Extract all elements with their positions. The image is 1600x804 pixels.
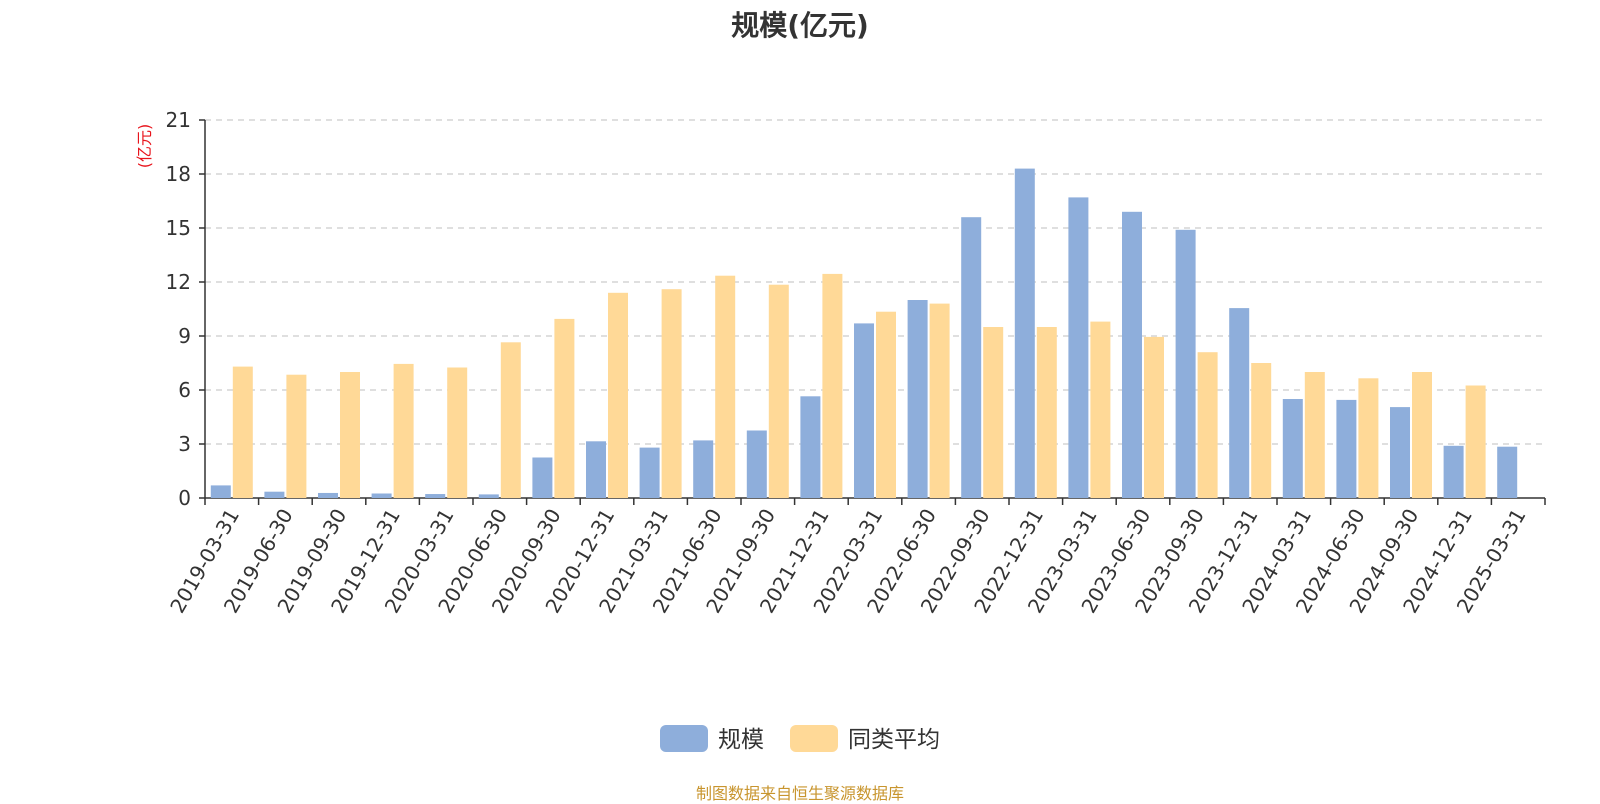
bar-scale <box>478 494 499 498</box>
bar-peer-average <box>1412 372 1432 498</box>
legend-label: 规模 <box>718 727 764 753</box>
bar-chart: 036912151821(亿元)2019-03-312019-06-302019… <box>135 108 1546 753</box>
bar-scale <box>210 485 231 498</box>
bar-peer-average <box>447 367 468 498</box>
bar-peer-average <box>1090 321 1111 498</box>
bar-scale <box>1068 197 1089 498</box>
bar-peer-average <box>1465 385 1486 498</box>
y-tick-label: 6 <box>178 378 191 402</box>
y-tick-label: 21 <box>166 108 191 132</box>
bar-peer-average <box>340 372 360 498</box>
bar-scale <box>1014 168 1035 498</box>
bar-peer-average <box>1036 327 1057 498</box>
bar-scale <box>1175 229 1196 499</box>
bar-peer-average <box>661 289 682 498</box>
bar-peer-average <box>554 318 575 498</box>
y-tick-label: 3 <box>178 432 191 456</box>
bar-peer-average <box>1144 336 1164 498</box>
bar-scale <box>961 217 982 498</box>
bar-scale <box>586 441 606 498</box>
bar-scale <box>854 323 874 498</box>
legend-swatch <box>660 725 708 752</box>
bar-scale <box>639 447 660 498</box>
y-tick-label: 15 <box>166 216 191 240</box>
bar-peer-average <box>929 303 950 498</box>
bar-scale <box>907 300 928 498</box>
bar-scale <box>693 440 714 498</box>
bar-peer-average <box>1358 378 1379 498</box>
bar-scale <box>532 457 553 498</box>
bar-peer-average <box>1251 363 1272 498</box>
bar-peer-average <box>286 374 307 498</box>
bar-peer-average <box>232 366 253 498</box>
bar-peer-average <box>768 284 789 498</box>
y-tick-label: 0 <box>178 486 191 510</box>
bar-scale <box>746 430 767 498</box>
bar-peer-average <box>393 363 414 498</box>
bar-peer-average <box>822 273 843 498</box>
y-tick-label: 18 <box>166 162 191 186</box>
bar-peer-average <box>500 342 521 498</box>
bar-scale <box>1336 399 1357 498</box>
bar-scale <box>1282 399 1303 498</box>
bar-peer-average <box>1304 372 1325 498</box>
y-tick-label: 12 <box>166 270 191 294</box>
bar-scale <box>1443 445 1464 498</box>
data-source-note: 制图数据来自恒生聚源数据库 <box>695 784 904 803</box>
chart-title: 规模(亿元) <box>731 9 869 42</box>
y-tick-label: 9 <box>178 324 191 348</box>
bar-peer-average <box>715 275 736 498</box>
bar-scale <box>1122 211 1142 499</box>
bar-scale <box>371 493 392 498</box>
bar-scale <box>264 491 285 498</box>
bar-peer-average <box>983 327 1004 498</box>
bar-scale <box>800 396 821 498</box>
legend-swatch <box>790 725 838 752</box>
bar-scale <box>425 494 446 498</box>
bar-peer-average <box>876 311 896 498</box>
bar-peer-average <box>1197 352 1218 498</box>
bar-scale <box>1390 407 1410 498</box>
bar-scale <box>1497 446 1518 498</box>
legend-label: 同类平均 <box>848 727 940 753</box>
bar-scale <box>318 492 338 498</box>
bar-scale <box>1229 308 1250 498</box>
y-axis-label: (亿元) <box>135 124 154 169</box>
bar-peer-average <box>608 292 628 498</box>
